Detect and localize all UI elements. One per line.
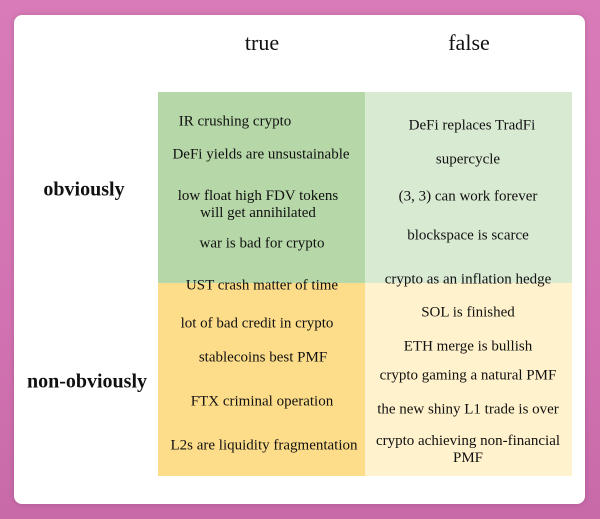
statement-obviously-true: IR crushing crypto (178, 113, 292, 130)
statement-obviously-true: DeFi yields are unsustainable (172, 146, 350, 163)
column-header-true: true (244, 30, 280, 55)
quadrant-nonobviously-true (158, 283, 365, 476)
quadrant-nonobviously-false (365, 283, 572, 476)
row-header-obviously: obviously (43, 178, 125, 201)
statement-obviously-false: crypto as an inflation hedge (384, 271, 552, 288)
statement-nonobviously-true: L2s are liquidity fragmentation (170, 437, 358, 454)
statement-nonobviously-false: the new shiny L1 trade is over (377, 401, 559, 418)
statement-obviously-false: DeFi replaces TradFi (408, 117, 536, 134)
statement-nonobviously-false: SOL is finished (421, 304, 515, 321)
statement-obviously-true: low float high FDV tokens will get annihi… (177, 188, 339, 221)
statement-nonobviously-true: FTX criminal operation (190, 393, 334, 410)
statement-nonobviously-false: crypto gaming a natural PMF (379, 367, 557, 384)
statement-nonobviously-true: UST crash matter of time (185, 277, 339, 294)
statement-obviously-false: (3, 3) can work forever (398, 188, 538, 205)
statement-nonobviously-false: ETH merge is bullish (403, 338, 533, 355)
statement-nonobviously-true: lot of bad credit in crypto (180, 315, 334, 332)
statement-nonobviously-false: crypto achieving non-financial PMF (375, 433, 561, 466)
statement-obviously-true: war is bad for crypto (199, 235, 325, 252)
column-header-false: false (448, 30, 490, 55)
quadrant-obviously-true (158, 92, 365, 283)
statement-obviously-false: supercycle (435, 151, 501, 168)
quadrant-obviously-false (365, 92, 572, 283)
row-header-non-obviously: non-obviously (26, 370, 148, 393)
statement-obviously-false: blockspace is scarce (407, 227, 529, 244)
statement-nonobviously-true: stablecoins best PMF (198, 349, 328, 366)
